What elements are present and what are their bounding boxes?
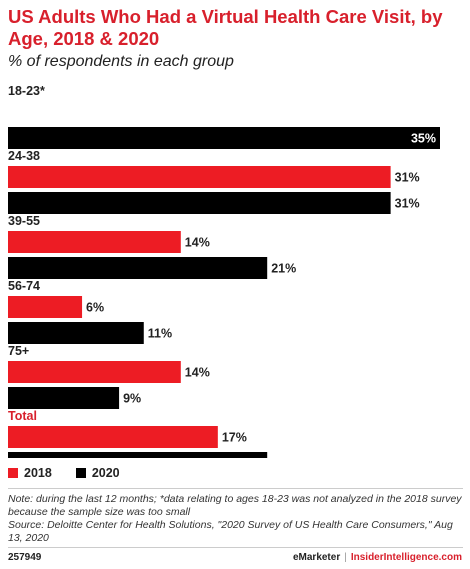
chart-title: US Adults Who Had a Virtual Health Care … bbox=[8, 6, 443, 49]
bar-2020 bbox=[8, 192, 391, 214]
brand-separator: | bbox=[344, 552, 347, 563]
chart-id: 257949 bbox=[8, 552, 42, 563]
data-label: 17% bbox=[222, 431, 247, 445]
legend-swatch-2020 bbox=[75, 468, 86, 478]
legend: 2018 2020 bbox=[8, 466, 144, 480]
category-label: 18-23* bbox=[8, 84, 45, 98]
note-text: Note: during the last 12 months; *data r… bbox=[8, 493, 462, 518]
bar-chart: 18-23* 35% 24-38 31% 31% 39-55 14% 21% 56-74 6% 11… bbox=[8, 84, 440, 459]
legend-swatch-2018 bbox=[8, 468, 18, 478]
category-label: 56-74 bbox=[8, 279, 40, 293]
footer: 257949 eMarketer | InsiderIntelligence.com bbox=[8, 552, 462, 563]
category-label: 75+ bbox=[8, 344, 29, 358]
divider bbox=[8, 547, 463, 548]
bar-2020 bbox=[8, 322, 144, 344]
legend-label-2020: 2020 bbox=[91, 466, 120, 480]
data-label: 21% bbox=[271, 262, 296, 276]
brand: eMarketer | InsiderIntelligence.com bbox=[293, 552, 462, 563]
data-label: 31% bbox=[395, 171, 420, 185]
data-label: 14% bbox=[185, 366, 210, 380]
data-label: 11% bbox=[148, 327, 172, 341]
data-label: 6% bbox=[86, 301, 104, 315]
bar-2018 bbox=[8, 166, 391, 188]
bar-2020 bbox=[8, 452, 268, 458]
data-label: 9% bbox=[123, 392, 141, 406]
divider bbox=[8, 488, 463, 489]
bar-2020 bbox=[8, 127, 440, 149]
category-label: 39-55 bbox=[8, 214, 40, 228]
notes: Note: during the last 12 months; *data r… bbox=[8, 493, 464, 545]
bar-2020 bbox=[8, 387, 120, 409]
brand-insider-intelligence: InsiderIntelligence.com bbox=[350, 552, 462, 563]
bar-2018 bbox=[8, 296, 83, 318]
chart-subtitle: % of respondents in each group bbox=[8, 53, 234, 70]
legend-item-2018: 2018 bbox=[8, 466, 52, 480]
data-label: 35% bbox=[411, 132, 436, 146]
bar-2020 bbox=[8, 257, 268, 279]
data-label: 31% bbox=[395, 197, 420, 211]
data-label: 21% bbox=[271, 457, 296, 459]
source-text: Source: Deloitte Center for Health Solut… bbox=[8, 519, 453, 544]
category-label: Total bbox=[8, 409, 37, 423]
bar-2018 bbox=[8, 361, 181, 383]
bar-2018 bbox=[8, 231, 181, 253]
bar-2018 bbox=[8, 426, 218, 448]
brand-emarketer: eMarketer bbox=[292, 552, 341, 563]
legend-item-2020: 2020 bbox=[75, 466, 120, 480]
legend-label-2018: 2018 bbox=[24, 466, 52, 480]
data-label: 14% bbox=[185, 236, 210, 250]
category-label: 24-38 bbox=[8, 149, 40, 163]
